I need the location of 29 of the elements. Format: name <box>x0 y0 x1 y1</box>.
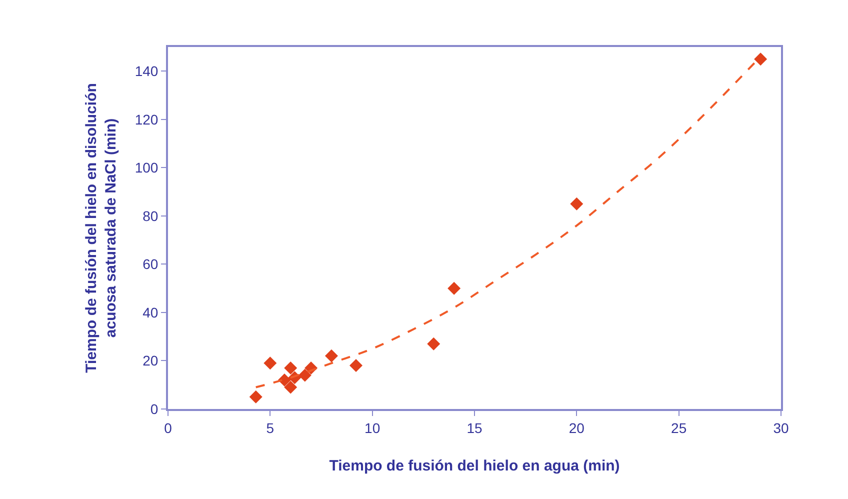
y-axis-title: Tiempo de fusión del hielo en disolución acuosa saturada de NaCl (min) <box>83 83 120 373</box>
point <box>298 368 312 382</box>
x-tick-label: 15 <box>466 420 482 436</box>
y-tick-label: 140 <box>134 63 158 80</box>
x-tick-label: 10 <box>364 420 380 436</box>
point <box>284 380 298 394</box>
x-axis-title: Tiempo de fusión del hielo en agua (min) <box>329 457 620 474</box>
x-tick-label: 20 <box>568 420 585 436</box>
point <box>324 349 338 362</box>
y-tick-label: 40 <box>142 304 158 320</box>
point <box>284 361 298 374</box>
y-tick-label: 0 <box>150 400 158 417</box>
point <box>570 197 584 210</box>
y-tick-label: 100 <box>134 160 158 176</box>
x-tick-label: 0 <box>164 420 172 436</box>
point <box>278 374 291 387</box>
x-tick-label: 5 <box>266 420 274 436</box>
x-tick-label: 25 <box>671 420 687 436</box>
x-tick-label: 30 <box>773 420 789 436</box>
point <box>264 356 277 370</box>
point <box>448 282 461 295</box>
y-tick-label: 20 <box>142 352 158 369</box>
point <box>249 390 262 404</box>
y-tick-label: 80 <box>142 208 158 224</box>
point <box>349 359 362 372</box>
y-tick-label: 120 <box>134 111 158 128</box>
y-tick-label: 60 <box>142 256 158 272</box>
point <box>754 52 768 66</box>
point <box>427 337 440 350</box>
